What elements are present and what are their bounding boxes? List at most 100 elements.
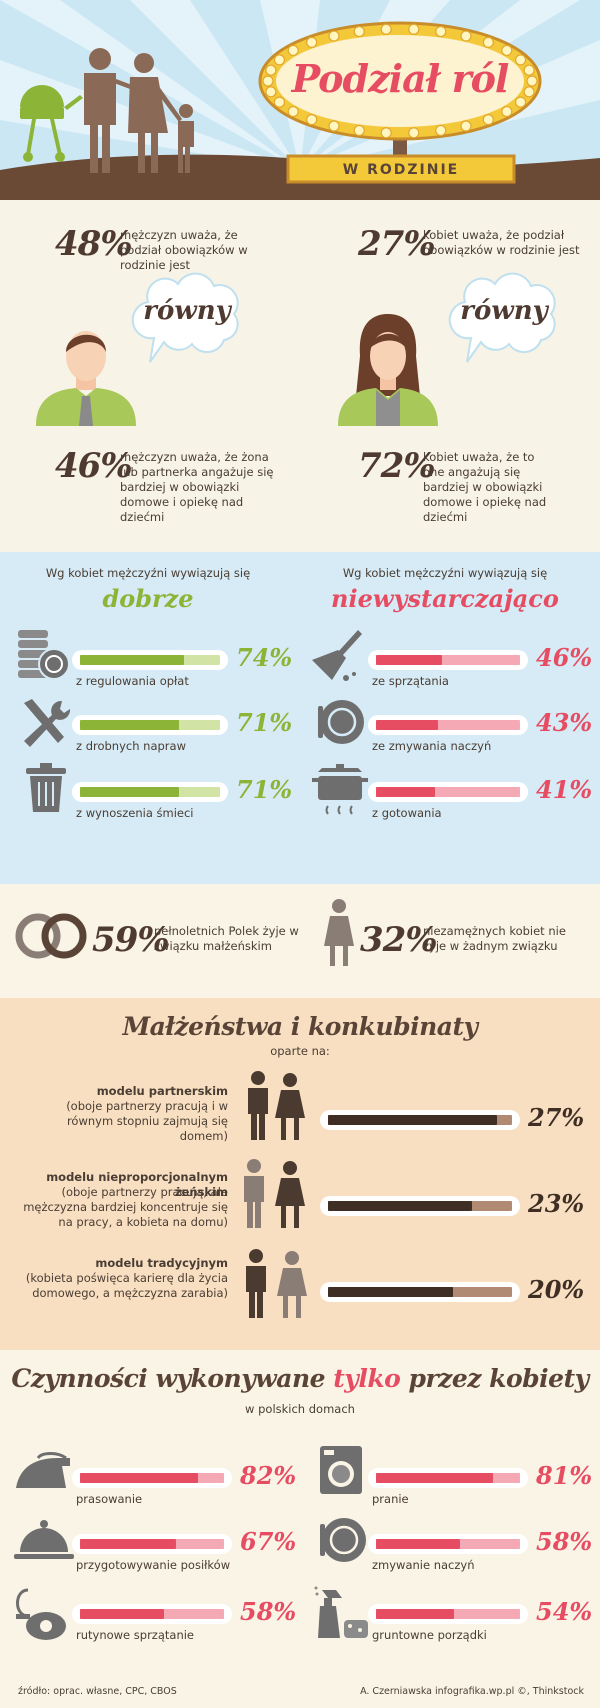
women-only-section: Czynności wykonywane tylko przez kobiety…: [0, 1350, 600, 1708]
spray-sponge-icon: [314, 1586, 368, 1638]
couple-female-heavy-icon: [244, 1159, 305, 1228]
women-self-text: kobiet uważa, że to one angażują się bar…: [423, 450, 547, 524]
woman-figure-icon: [324, 899, 354, 966]
good-label-1: z drobnych napraw: [76, 739, 186, 753]
married-text: pełnoletnich Polek żyje w związku małżeń…: [154, 924, 299, 953]
women-self-pct: 72%: [358, 446, 436, 486]
women-0-bar-fill: [80, 1473, 199, 1483]
couple-equal-icon: [248, 1071, 305, 1140]
model-pct-2: 20%: [528, 1275, 585, 1304]
women-3-bar: [368, 1534, 528, 1554]
women-2-bar: [72, 1534, 232, 1554]
women-label-2: przygotowywanie posiłków: [76, 1558, 231, 1572]
models-title: Małżeństwa i konkubinaty: [122, 1012, 478, 1041]
footer-credit: A. Czerniawska infografika.wp.pl ©, Thin…: [360, 1686, 584, 1697]
bad-pct-0: 46%: [536, 643, 593, 672]
women-pct-0: 82%: [240, 1461, 297, 1490]
bad-1-bar-fill: [376, 720, 438, 730]
women-label-5: gruntowne porządki: [372, 1628, 487, 1642]
good-0-bar: [72, 650, 228, 670]
model-0-bar: [320, 1110, 520, 1130]
good-pct-2: 71%: [236, 775, 293, 804]
speech-bubble-right: [448, 272, 556, 363]
men-partner-pct: 46%: [55, 446, 133, 486]
rings-icon: [15, 913, 87, 959]
footer-source: źródło: oprac. własne, CPC, CBOS: [18, 1686, 177, 1697]
model-1-bar-fill: [328, 1201, 472, 1211]
tools-icon: [24, 699, 70, 747]
model-desc-2: (kobieta poświęca karierę dla życia domo…: [25, 1271, 228, 1300]
speech-bubble-left: [131, 272, 239, 363]
women-5-bar: [368, 1604, 528, 1624]
washing-machine-icon: [320, 1446, 362, 1494]
model-name-2: modelu tradycyjnym: [95, 1256, 228, 1270]
women-0-bar: [72, 1468, 232, 1488]
women-only-title: Czynności wykonywane tylko przez kobiety: [0, 1364, 600, 1393]
bad-label-0: ze sprzątania: [372, 674, 449, 688]
women-only-subtitle: w polskich domach: [245, 1402, 355, 1416]
single-text: niezamężnych kobiet nie żyje w żadnym zw…: [423, 924, 566, 953]
model-1-bar: [320, 1196, 520, 1216]
women-only-title-post: przez kobiety: [400, 1364, 590, 1393]
good-intro: Wg kobiet mężczyźni wywiązują się: [45, 566, 251, 580]
bad-2-bar: [368, 782, 528, 802]
women-label-3: zmywanie naczyń: [372, 1558, 475, 1572]
couple-traditional-icon: [246, 1249, 307, 1318]
women-pct-2: 67%: [240, 1527, 297, 1556]
good-0-bar-fill: [80, 655, 184, 665]
men-equal-text: mężczyzn uważa, że podział obowiązków w …: [120, 228, 248, 272]
married-pct: 59%: [92, 920, 170, 960]
man-avatar-icon: [36, 331, 136, 426]
bad-label-1: ze zmywania naczyń: [372, 739, 492, 753]
women-1-bar: [368, 1468, 528, 1488]
women-label-0: prasowanie: [76, 1492, 143, 1506]
bad-0-bar: [368, 650, 528, 670]
header-section: Podział ról W RODZINIE: [0, 0, 600, 200]
model-0-bar-fill: [328, 1115, 497, 1125]
women-equal-text: kobiet uważa, że podział obowiązków w ro…: [423, 228, 580, 257]
bubble-word-left: równy: [143, 296, 231, 326]
good-2-bar-fill: [80, 787, 180, 797]
women-label-4: rutynowe sprzątanie: [76, 1628, 195, 1642]
header-subtitle: W RODZINIE: [342, 162, 460, 178]
model-desc-1: (oboje partnerzy pracują, ale mężczyzna …: [23, 1185, 228, 1229]
good-word: dobrze: [102, 584, 194, 613]
bad-2-bar-fill: [376, 787, 436, 797]
iron-icon: [16, 1452, 70, 1488]
good-pct-1: 71%: [236, 708, 293, 737]
women-3-bar-fill: [376, 1539, 460, 1549]
women-4-bar-fill: [80, 1609, 164, 1619]
good-label-2: z wynoszenia śmieci: [76, 806, 194, 820]
model-pct-1: 23%: [528, 1189, 585, 1218]
women-5-bar-fill: [376, 1609, 454, 1619]
bad-word: niewystarczająco: [331, 584, 559, 613]
bad-0-bar-fill: [376, 655, 443, 665]
plate-icon-2: [320, 1518, 366, 1562]
performance-section: Wg kobiet mężczyźni wywiązują się dobrze…: [0, 552, 600, 884]
coins-icon: [18, 630, 70, 680]
bad-label-2: z gotowania: [372, 806, 442, 820]
bad-0-bar-bg: [376, 655, 520, 665]
bad-pct-1: 43%: [536, 708, 593, 737]
model-desc-0: (oboje partnerzy pracują i w równym stop…: [66, 1099, 228, 1143]
women-equal-pct: 27%: [358, 224, 436, 264]
women-4-bar: [72, 1604, 232, 1624]
good-2-bar: [72, 782, 228, 802]
model-name-0: modelu partnerskim: [96, 1084, 228, 1098]
vacuum-icon: [16, 1588, 66, 1640]
model-pct-0: 27%: [528, 1103, 585, 1132]
pot-icon: [312, 764, 368, 815]
good-label-0: z regulowania opłat: [76, 674, 189, 688]
model-2-bar-fill: [328, 1287, 454, 1297]
bad-1-bar-bg: [376, 720, 520, 730]
model-2-bar: [320, 1282, 520, 1302]
equality-section: 48% mężczyzn uważa, że podział obowiązkó…: [0, 200, 600, 552]
bad-1-bar: [368, 715, 528, 735]
cloche-icon: [14, 1520, 74, 1559]
men-partner-text: mężczyzn uważa, że żona lub partnerka an…: [120, 450, 274, 524]
bad-intro: Wg kobiet mężczyźni wywiązują się: [342, 566, 548, 580]
women-only-title-mid: tylko: [333, 1364, 401, 1393]
models-section: Małżeństwa i konkubinaty oparte na: mode…: [0, 998, 600, 1350]
women-pct-5: 54%: [536, 1597, 593, 1626]
women-1-bar-fill: [376, 1473, 493, 1483]
